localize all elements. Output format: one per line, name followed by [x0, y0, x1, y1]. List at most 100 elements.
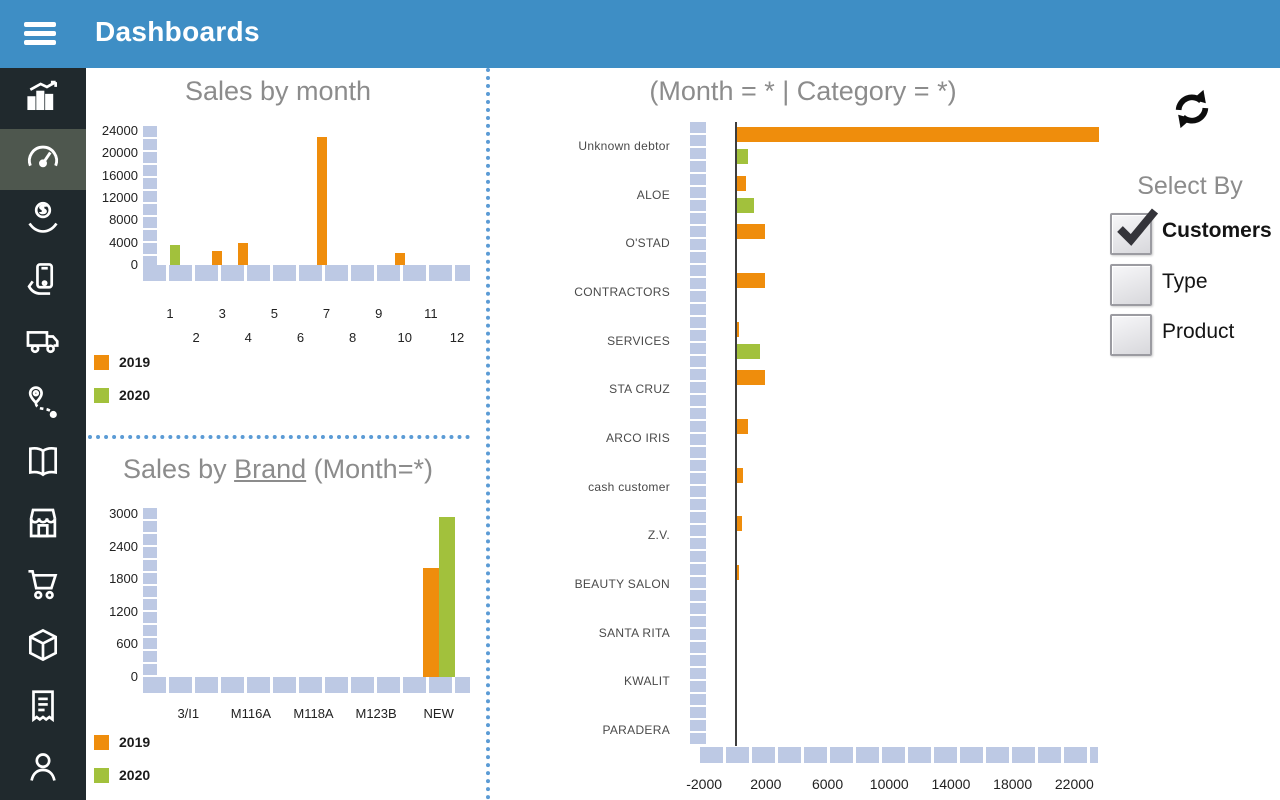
refresh-button[interactable] — [1168, 88, 1216, 130]
y-axis-tick-label: 20000 — [101, 145, 138, 161]
bar-2020-Unknown debtor[interactable] — [737, 149, 748, 164]
y-axis-tick-label: 1200 — [109, 603, 138, 619]
bar-2019-CONTRACTORS[interactable] — [737, 273, 765, 288]
bar-2020-ALOE[interactable] — [737, 197, 754, 213]
legend-label: 2020 — [119, 387, 151, 403]
checkbox-type[interactable] — [1110, 264, 1152, 306]
sidebar-item-cart[interactable] — [0, 556, 86, 617]
bar-2019-ARCO IRIS[interactable] — [737, 419, 748, 435]
category-label: O'STAD — [625, 236, 670, 251]
y-axis — [690, 122, 706, 746]
bar-2019-cash customer[interactable] — [737, 467, 744, 483]
legend-item-2019: 2019 — [94, 734, 150, 750]
sidebar-item-routes[interactable] — [0, 373, 86, 434]
bar-2020-1[interactable] — [170, 245, 181, 265]
bar-2019-4[interactable] — [238, 242, 249, 265]
bar-2019-3[interactable] — [212, 251, 223, 265]
x-axis — [700, 747, 1098, 763]
legend-label: 2020 — [119, 767, 151, 783]
legend-swatch-2019 — [94, 354, 109, 370]
legend-label: 2019 — [119, 354, 151, 370]
x-axis-tick-label: 8 — [349, 330, 357, 345]
y-axis-tick-label: 1800 — [109, 571, 138, 587]
x-axis-tick-label: -2000 — [686, 776, 723, 792]
checkbox-label-customers: Customers — [1162, 219, 1272, 242]
brand-link[interactable]: Brand — [234, 454, 307, 484]
x-axis-tick-label: NEW — [423, 706, 454, 721]
sidebar — [0, 68, 86, 800]
bar-2020-NEW[interactable] — [438, 516, 455, 677]
y-axis-tick-label: 16000 — [101, 167, 138, 183]
sidebar-item-invoices[interactable] — [0, 678, 86, 739]
y-axis-tick-label: 12000 — [101, 190, 138, 205]
bar-2019-BEAUTY SALON[interactable] — [737, 565, 739, 581]
sidebar-item-statistics[interactable] — [0, 68, 86, 129]
sidebar-item-sales[interactable] — [0, 190, 86, 251]
right-panel: (Month = * | Category = *) Unknown debto… — [488, 68, 1280, 800]
bar-2019-7[interactable] — [316, 136, 327, 265]
x-axis-tick-label: 9 — [375, 306, 383, 321]
box-icon — [24, 626, 62, 669]
title-prefix: Sales by — [123, 454, 235, 484]
x-axis-tick-label: 2000 — [750, 776, 782, 792]
legend-swatch-2019 — [94, 734, 109, 750]
legend-item-2019: 2019 — [94, 354, 150, 370]
category-label: Z.V. — [647, 528, 670, 543]
x-axis-tick-label: 10 — [397, 330, 413, 345]
menu-button[interactable] — [24, 18, 60, 50]
sidebar-item-inventory[interactable] — [0, 617, 86, 678]
sidebar-item-catalog[interactable] — [0, 434, 86, 495]
sidebar-item-mobile-payments[interactable] — [0, 251, 86, 312]
route-pin-icon — [24, 382, 62, 425]
bar-2019-SERVICES[interactable] — [737, 321, 740, 337]
bar-2019-STA CRUZ[interactable] — [737, 370, 765, 386]
book-icon — [24, 443, 62, 486]
checkbox-product[interactable] — [1110, 314, 1152, 356]
legend-label: 2019 — [119, 734, 151, 750]
y-axis-tick-label: 0 — [130, 669, 138, 684]
phone-hand-icon — [24, 260, 62, 303]
checkbox-label-type: Type — [1162, 270, 1208, 293]
x-axis-tick-label: 4 — [244, 330, 252, 345]
bar-2019-ALOE[interactable] — [737, 175, 747, 191]
bar-2019-Z.V.[interactable] — [737, 516, 742, 532]
x-axis-tick-label: 7 — [322, 306, 331, 321]
bar-2019-10[interactable] — [394, 252, 405, 265]
category-label: PARADERA — [602, 723, 670, 738]
sidebar-item-dashboard[interactable] — [0, 129, 86, 190]
checkbox-customers[interactable] — [1110, 208, 1159, 255]
sales-by-brand-title: Sales by Brand (Month=*) — [86, 454, 470, 485]
category-label: CONTRACTORS — [574, 285, 670, 299]
y-axis-tick-label: 24000 — [101, 123, 138, 138]
cart-icon — [24, 565, 62, 608]
bar-2019-NEW[interactable] — [422, 568, 439, 677]
x-axis-tick-label: 3/I1 — [177, 706, 200, 721]
y-axis-tick-label: 2400 — [109, 538, 138, 554]
y-axis — [143, 508, 157, 677]
legend-item-2020: 2020 — [94, 387, 150, 403]
x-axis-tick-label: 6000 — [811, 776, 844, 792]
gauge-icon — [24, 138, 62, 181]
legend-item-2020: 2020 — [94, 767, 150, 783]
sidebar-item-deliveries[interactable] — [0, 312, 86, 373]
x-axis-tick-label: 10000 — [869, 776, 909, 792]
category-label: SANTA RITA — [598, 625, 670, 640]
left-panel: Sales by month 0 4000 8000 12000 16000 20000 2… — [86, 68, 488, 800]
bar-2019-O'STAD[interactable] — [737, 224, 765, 240]
sales-by-month-title: Sales by month — [184, 76, 372, 106]
stats-icon — [24, 77, 62, 120]
bar-2020-SERVICES[interactable] — [737, 343, 761, 359]
x-axis-tick-label: 22000 — [1054, 776, 1094, 792]
panel-divider — [486, 68, 490, 800]
x-axis-tick-label: 6 — [296, 330, 305, 345]
sidebar-item-customers[interactable] — [0, 739, 86, 800]
sidebar-item-stores[interactable] — [0, 495, 86, 556]
x-axis-tick-label: 1 — [166, 306, 174, 321]
x-axis-tick-label: 14000 — [931, 776, 971, 792]
category-label: BEAUTY SALON — [574, 577, 670, 592]
y-axis-tick-label: 8000 — [109, 212, 138, 228]
category-label: Unknown debtor — [578, 139, 670, 153]
bar-2019-Unknown debtor[interactable] — [737, 127, 1100, 142]
person-icon — [24, 748, 62, 791]
